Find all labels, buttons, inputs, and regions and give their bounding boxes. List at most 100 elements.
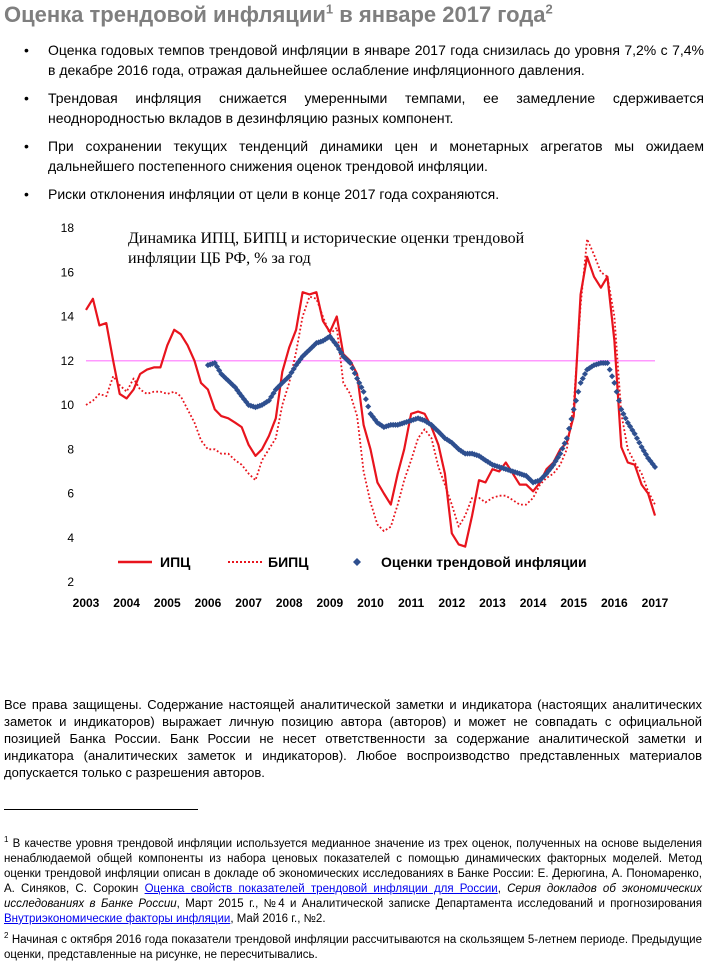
trend-point [263,399,270,406]
trend-point [451,441,458,448]
footnote-1: 1 В качестве уровня трендовой инфляции и… [4,835,702,925]
trend-point [326,333,333,340]
legend-swatch-trend [353,558,361,566]
trend-point [554,454,561,461]
trend-point [460,449,467,456]
bullet-item: Оценка годовых темпов трендовой инфляции… [20,40,704,80]
legend-label-trend: Оценки трендовой инфляции [381,554,587,570]
trend-point [333,342,340,349]
x-tick-label: 2009 [317,596,344,610]
footnote-link-trend-properties[interactable]: Оценка свойств показателей трендовой инф… [144,882,498,895]
inflation-chart: 2 4 6 8 10 12 14 16 18 2003 2004 2005 2006 2007 2008 20… [61,221,669,610]
x-tick-label: 2006 [195,596,222,610]
trend-point [568,416,575,423]
trend-point [349,365,356,372]
page-title: Оценка трендовой инфляции1 в январе 2017… [4,1,553,27]
x-tick-label: 2005 [154,596,181,610]
trend-point [613,388,620,395]
trend-point [365,403,372,410]
trend-point [356,379,363,386]
trend-point [618,406,625,413]
trend-point [629,427,636,434]
trend-point [338,349,345,356]
trend-point [622,415,629,422]
trend-point [290,365,297,372]
y-tick-label: 2 [67,575,74,589]
trend-point [624,419,631,426]
trend-point [319,337,326,344]
trend-point [204,362,211,369]
trend-point [561,440,568,447]
trend-point [374,419,381,426]
y-tick-label: 6 [67,487,74,501]
x-tick-label: 2004 [113,596,140,610]
trend-point [487,460,494,467]
trend-point [559,445,566,452]
disclaimer-text: Все права защищены. Содержание настоящей… [4,697,702,780]
trend-point [446,438,453,445]
trend-point [606,366,613,373]
x-tick-label: 2003 [73,596,100,610]
trend-point [301,351,308,358]
trend-point [575,388,582,395]
summary-bullet-list: Оценка годовых темпов трендовой инфляции… [20,40,704,212]
trend-point [358,384,365,391]
trend-point [579,375,586,382]
y-tick-label: 4 [67,531,74,545]
x-tick-label: 2017 [642,596,669,610]
trend-point [476,452,483,459]
trend-point [360,388,367,395]
trend-point [354,375,361,382]
y-tick-label: 12 [61,354,75,368]
x-tick-label: 2011 [398,596,424,610]
trend-point [581,371,588,378]
trend-point [631,430,638,437]
trend-point [552,458,559,465]
bullet-item: Трендовая инфляция снижается умеренными … [20,88,704,128]
y-tick-label: 16 [61,265,75,279]
x-tick-label: 2010 [357,596,384,610]
trend-point [335,345,342,352]
x-tick-label: 2012 [438,596,465,610]
trend-point [274,384,281,391]
trend-point [566,425,573,432]
footnote-link-domestic-factors[interactable]: Внутриэкономические факторы инфляции [4,912,231,925]
trend-point [322,336,329,343]
trend-point [351,370,358,377]
legend-label-cpi: ИПЦ [160,554,191,570]
trend-point [620,410,627,417]
trend-point [615,397,622,404]
y-tick-label: 8 [67,442,74,456]
trend-point [557,450,564,457]
chart-legend: ИПЦ БИПЦ Оценки трендовой инфляции [118,554,587,570]
trend-point [293,362,300,369]
footnote-2: 2 Начиная с октября 2016 года показатели… [4,931,702,961]
y-tick-label: 10 [61,398,75,412]
y-tick-label: 14 [61,310,75,324]
x-tick-label: 2016 [601,596,628,610]
trend-point [222,375,229,382]
trend-point [286,373,293,380]
trend-point [437,430,444,437]
trend-point [408,417,415,424]
trend-point [550,461,557,468]
trend-point [577,379,584,386]
series-cpi-line [85,255,657,548]
trend-point [633,435,640,442]
bullet-item: При сохранении текущих тенденций динамик… [20,136,704,176]
trend-point [627,423,634,430]
trend-point [604,359,611,366]
trend-point [611,379,618,386]
x-tick-label: 2007 [235,596,262,610]
trend-point [288,369,295,376]
trend-point [563,435,570,442]
trend-point [347,359,354,366]
trend-point [609,373,616,380]
series-trend-inflation [204,333,658,486]
trend-point [570,406,577,413]
legend-label-core-cpi: БИПЦ [268,554,309,570]
chart-title-line1: Динамика ИПЦ, БИПЦ и исторические оценки… [128,230,525,247]
trend-point [236,390,243,397]
x-tick-label: 2008 [276,596,303,610]
trend-point [340,353,347,360]
